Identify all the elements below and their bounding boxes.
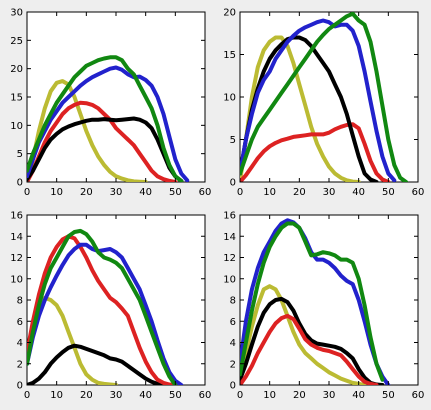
y-tick-label: 16 (223, 211, 236, 222)
series-line-5 (27, 228, 178, 385)
y-tick-label: 0 (230, 178, 236, 189)
y-tick-label: 10 (223, 274, 236, 285)
y-tick-label: 25 (10, 36, 23, 47)
series-line-3 (27, 116, 184, 182)
y-tick-label: 8 (17, 296, 23, 307)
x-tick-label: 40 (352, 187, 365, 198)
series-line-2 (27, 343, 172, 385)
x-tick-label: 0 (237, 187, 243, 198)
x-tick-label: 60 (199, 390, 212, 401)
x-tick-label: 0 (237, 390, 243, 401)
subplot-2: 0 10 20 30 40 50 60 0 5 10 15 20 (223, 8, 424, 199)
series-line-5 (240, 221, 385, 382)
y-tick-label: 0 (17, 381, 23, 392)
y-tick-label: 5 (17, 149, 23, 160)
x-tick-label: 20 (293, 390, 306, 401)
y-tick-label: 8 (230, 296, 236, 307)
y-tick-label: 5 (230, 135, 236, 146)
x-tick-label: 30 (110, 187, 123, 198)
y-tick-label: 0 (230, 381, 236, 392)
series-line-1 (27, 79, 148, 182)
x-tick-label: 30 (323, 390, 336, 401)
series-group (240, 12, 409, 182)
y-tick-label: 30 (10, 8, 23, 19)
y-tick-label: 0 (17, 178, 23, 189)
x-tick-label: 50 (169, 187, 182, 198)
plot-area (26, 11, 206, 183)
y-tick-label: 15 (223, 50, 236, 61)
subplot-3: 0 10 20 30 40 50 60 0 2 4 6 8 10 12 14 16 (10, 211, 211, 402)
y-tick-label: 12 (223, 253, 236, 264)
y-tick-label: 4 (230, 338, 236, 349)
series-line-4 (27, 242, 184, 385)
series-line-3 (240, 35, 379, 182)
y-tick-label: 10 (10, 274, 23, 285)
x-tick-label: 10 (50, 390, 63, 401)
series-line-1 (36, 295, 118, 385)
y-tick-label: 12 (10, 253, 23, 264)
x-tick-label: 60 (412, 390, 425, 401)
x-tick-label: 20 (80, 390, 93, 401)
x-tick-label: 30 (323, 187, 336, 198)
y-tick-label: 14 (223, 232, 236, 243)
y-tick-label: 15 (10, 93, 23, 104)
y-tick-label: 2 (230, 359, 236, 370)
x-tick-label: 40 (139, 390, 152, 401)
y-tick-label: 6 (230, 317, 236, 328)
x-tick-label: 20 (293, 187, 306, 198)
series-line-4 (27, 65, 190, 182)
series-line-3 (240, 313, 379, 385)
x-tick-label: 10 (263, 390, 276, 401)
y-tick-label: 10 (10, 121, 23, 132)
subplot-4: 0 10 20 30 40 50 60 0 2 4 6 8 10 12 14 16 (223, 211, 424, 402)
x-tick-label: 0 (24, 187, 30, 198)
x-tick-label: 60 (412, 187, 425, 198)
y-tick-label: 20 (10, 64, 23, 75)
y-tick-label: 4 (17, 338, 23, 349)
y-tick-label: 16 (10, 211, 23, 222)
series-group (27, 55, 190, 182)
x-tick-label: 0 (24, 390, 30, 401)
subplot-1: 0 10 20 30 40 50 60 0 5 10 15 20 25 30 (10, 8, 211, 199)
series-line-1 (240, 35, 361, 182)
series-line-2 (240, 122, 391, 182)
x-tick-label: 10 (50, 187, 63, 198)
x-tick-label: 50 (382, 390, 395, 401)
y-tick-label: 6 (17, 317, 23, 328)
y-tick-label: 20 (223, 8, 236, 19)
series-group (240, 218, 391, 385)
series-group (27, 228, 184, 385)
x-tick-label: 10 (263, 187, 276, 198)
x-tick-label: 50 (169, 390, 182, 401)
series-line-3 (27, 234, 178, 385)
series-line-2 (27, 100, 178, 182)
y-tick-label: 10 (223, 93, 236, 104)
series-line-5 (240, 12, 409, 182)
x-tick-label: 30 (110, 390, 123, 401)
x-tick-label: 20 (80, 187, 93, 198)
series-line-4 (240, 18, 397, 182)
series-line-5 (27, 55, 184, 182)
series-line-2 (240, 296, 385, 385)
x-tick-label: 40 (139, 187, 152, 198)
y-tick-label: 2 (17, 359, 23, 370)
x-tick-label: 60 (199, 187, 212, 198)
x-tick-label: 50 (382, 187, 395, 198)
series-line-1 (240, 284, 367, 385)
plot-area (239, 214, 419, 386)
y-tick-label: 14 (10, 232, 23, 243)
x-tick-label: 40 (352, 390, 365, 401)
